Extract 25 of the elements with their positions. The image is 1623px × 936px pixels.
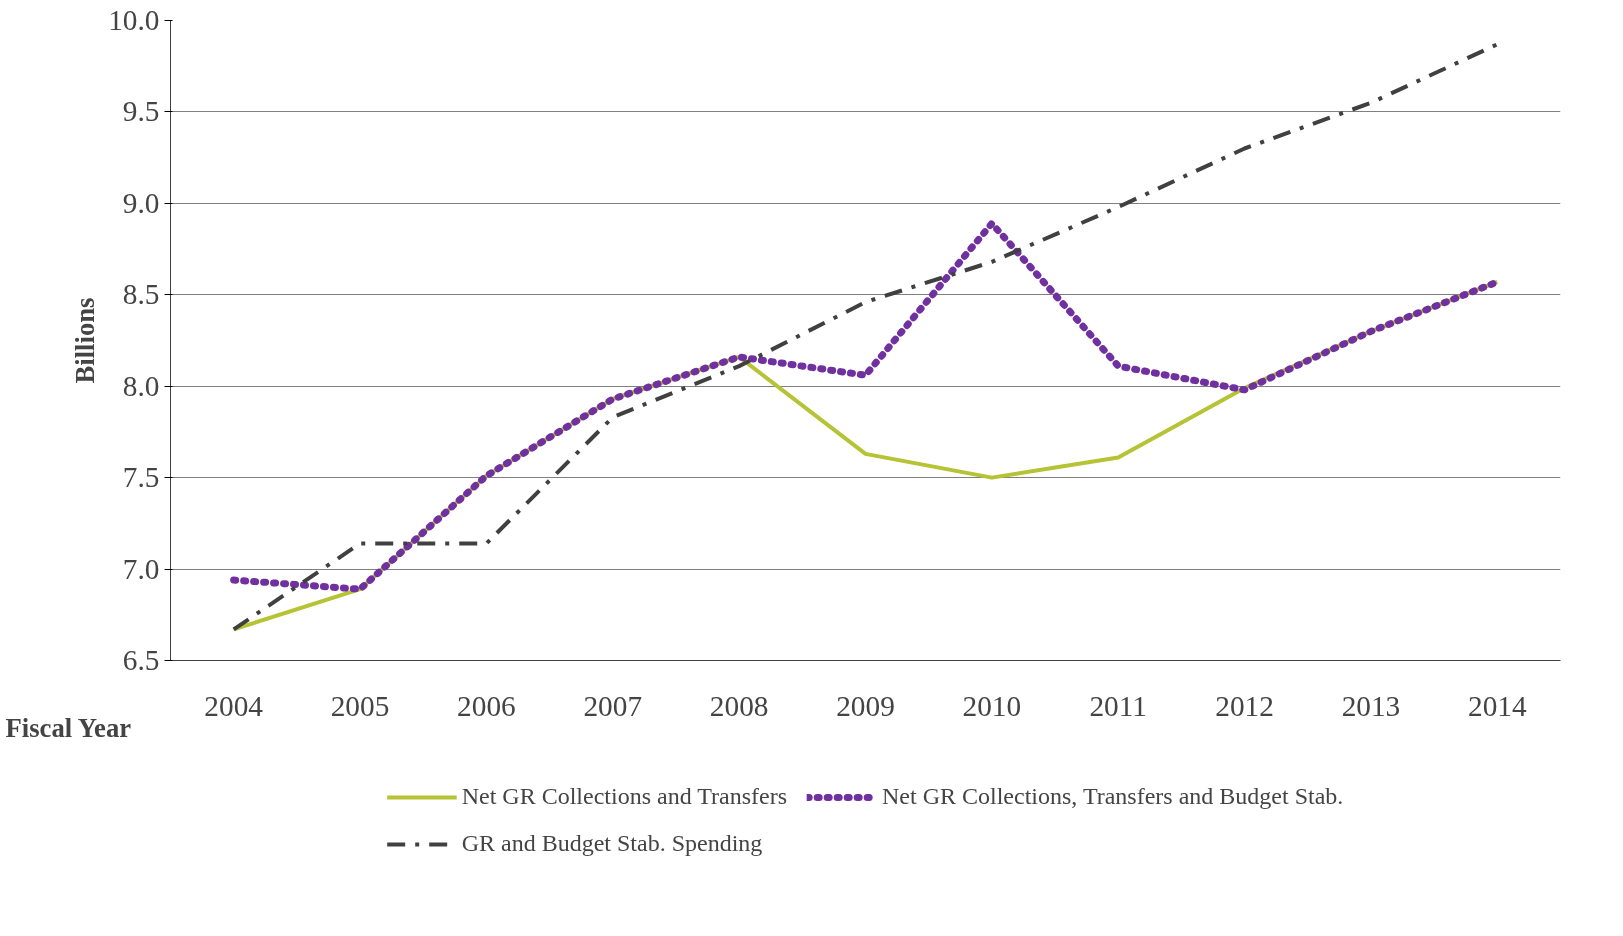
y-tick-label: 10.0 <box>108 4 160 36</box>
x-tick-label: 2011 <box>1089 689 1148 722</box>
x-axis-title: Fiscal Year <box>5 712 132 743</box>
x-tick-label: 2010 <box>962 689 1022 722</box>
x-tick-label: 2006 <box>457 689 516 722</box>
x-tick-label: 2013 <box>1341 689 1401 722</box>
y-tick-label: 7.5 <box>122 461 160 494</box>
y-tick-label: 8.0 <box>122 369 160 402</box>
x-tick-label: 2007 <box>583 689 643 722</box>
y-tick-label: 6.5 <box>122 644 160 676</box>
y-tick-label: 7.0 <box>122 552 160 585</box>
legend-label: GR and Budget Stab. Spending <box>461 830 763 857</box>
line-series <box>231 42 1500 632</box>
x-tick-label: 2008 <box>709 689 769 722</box>
x-tick-label: 2014 <box>1467 689 1527 722</box>
y-tick-label: 9.0 <box>122 186 160 219</box>
x-tick-label: 2004 <box>204 689 264 722</box>
y-axis-title: Billions <box>70 297 101 384</box>
x-tick-label: 2012 <box>1215 689 1274 722</box>
y-tick-label: 8.5 <box>122 278 160 311</box>
y-tick-label: 9.5 <box>122 95 160 128</box>
x-tick-label: 2005 <box>330 689 390 722</box>
x-tick-label: 2009 <box>836 689 895 722</box>
legend-label: Net GR Collections, Transfers and Budget Stab. <box>882 783 1344 810</box>
legend-label: Net GR Collections and Transfers <box>461 783 787 810</box>
